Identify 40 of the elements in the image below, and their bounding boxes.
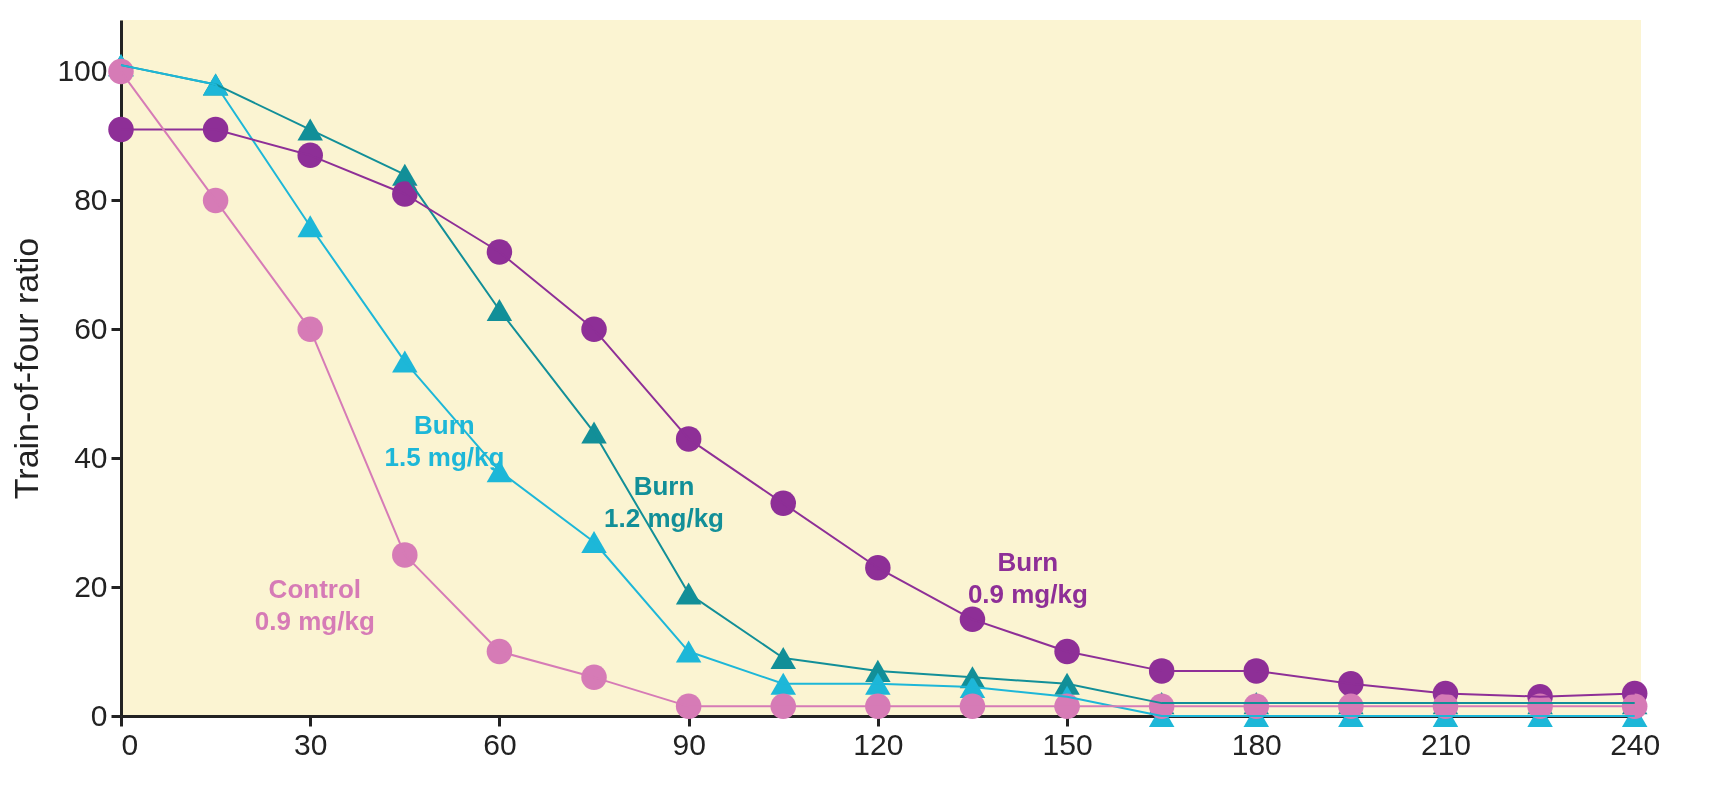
y-tick-label: 100 <box>57 54 108 88</box>
point <box>297 316 323 343</box>
y-tick-label: 60 <box>74 311 108 345</box>
y-axis-title: Train-of-four ratio <box>7 237 46 500</box>
point <box>959 606 986 633</box>
point <box>581 664 607 691</box>
point <box>297 118 323 141</box>
x-tick-label: 120 <box>853 727 904 761</box>
y-tick-label: 20 <box>74 569 108 603</box>
x-tick-label: 0 <box>121 727 139 761</box>
x-tick-label: 60 <box>483 727 517 761</box>
x-tick-label: 180 <box>1231 727 1282 761</box>
point <box>581 316 607 343</box>
x-tick-label: 90 <box>672 727 706 761</box>
series-label: Control 0.9 mg/kg <box>254 573 375 636</box>
point <box>392 542 418 568</box>
point <box>959 693 986 720</box>
point <box>865 555 891 581</box>
point <box>770 693 796 720</box>
point <box>297 142 323 169</box>
point <box>1243 658 1270 684</box>
point <box>770 646 796 670</box>
y-tick-label: 0 <box>90 698 108 732</box>
x-tick-label: 240 <box>1610 727 1661 761</box>
point <box>202 187 229 214</box>
point <box>108 116 134 143</box>
point <box>486 239 513 265</box>
point <box>675 426 702 452</box>
point <box>675 582 702 605</box>
point <box>1054 638 1080 665</box>
y-tick-label: 40 <box>74 440 108 474</box>
point <box>1148 658 1175 684</box>
y-tick-label: 80 <box>74 182 108 216</box>
point <box>865 693 891 720</box>
x-tick-label: 30 <box>294 727 328 761</box>
x-tick-label: 150 <box>1042 727 1093 761</box>
x-tick-label: 210 <box>1420 727 1472 761</box>
point <box>675 640 702 663</box>
series-label: Burn 0.9 mg/kg <box>967 546 1088 609</box>
series-label: Burn 1.2 mg/kg <box>604 471 724 534</box>
